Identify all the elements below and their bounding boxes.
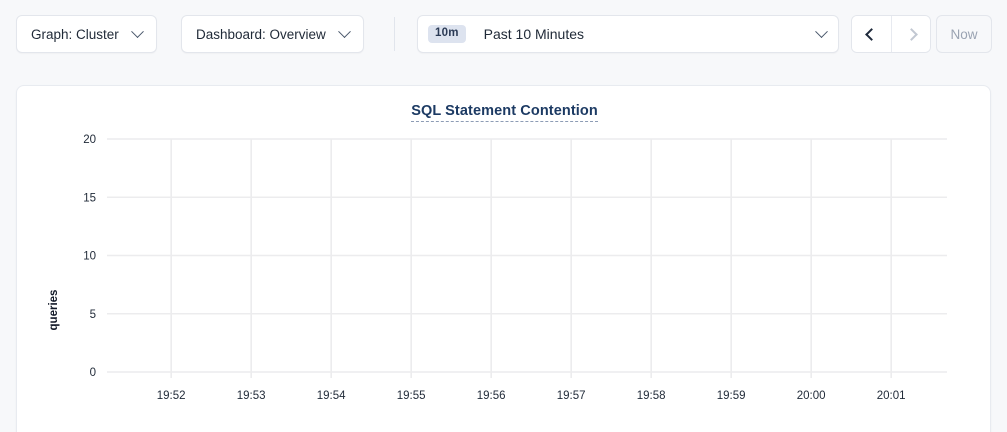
chevron-down-icon: [815, 24, 828, 38]
chart-title: SQL Statement Contention: [17, 103, 992, 122]
y-tick-label: 10: [83, 251, 96, 263]
time-range-badge: 10m: [428, 25, 466, 43]
time-range-value: Past 10 Minutes: [483, 26, 585, 42]
x-tick-label: 19:58: [637, 390, 666, 402]
next-range-button[interactable]: [891, 16, 930, 52]
x-tick-label: 19:53: [237, 390, 266, 402]
toolbar: Graph: Cluster Dashboard: Overview 10m P…: [0, 0, 1007, 67]
chevron-left-icon: [865, 27, 878, 41]
x-tick-label: 20:01: [877, 390, 906, 402]
chevron-down-icon: [337, 24, 351, 38]
dashboard-selector-label: Dashboard: Overview: [196, 26, 326, 42]
x-tick-label: 19:52: [157, 390, 186, 402]
graph-selector-dropdown[interactable]: Graph: Cluster: [16, 15, 157, 53]
time-range-picker[interactable]: 10m Past 10 Minutes: [417, 15, 839, 53]
time-nav-group: [851, 15, 931, 53]
chevron-right-icon: [904, 27, 918, 41]
x-tick-label: 20:00: [797, 390, 826, 402]
toolbar-divider: [394, 17, 395, 51]
y-tick-label: 0: [90, 367, 96, 379]
graph-selector-label: Graph: Cluster: [31, 26, 119, 42]
chart-card: SQL Statement Contention queries 0 5 10 15 2…: [16, 85, 991, 432]
chart-plot-area[interactable]: queries 0 5 10 15 20 19:52 19:53 19:54 19:55 19:5…: [17, 86, 992, 432]
chart-svg: 0 5 10 15 20 19:52 19:53 19:54 19:55 19:56 19:57 19…: [83, 134, 947, 402]
x-tick-label: 19:57: [557, 390, 586, 402]
now-button[interactable]: Now: [936, 15, 992, 53]
dashboard-selector-dropdown[interactable]: Dashboard: Overview: [181, 15, 364, 53]
chevron-down-icon: [130, 24, 144, 38]
x-tick-label: 19:54: [317, 390, 346, 402]
y-tick-label: 5: [90, 309, 96, 321]
x-tick-label: 19:55: [397, 390, 426, 402]
x-tick-label: 19:59: [717, 390, 746, 402]
x-tick-label: 19:56: [477, 390, 506, 402]
chart-title-text: SQL Statement Contention: [411, 103, 598, 122]
previous-range-button[interactable]: [852, 16, 891, 52]
y-tick-label: 20: [83, 134, 96, 146]
y-tick-label: 15: [83, 192, 96, 204]
